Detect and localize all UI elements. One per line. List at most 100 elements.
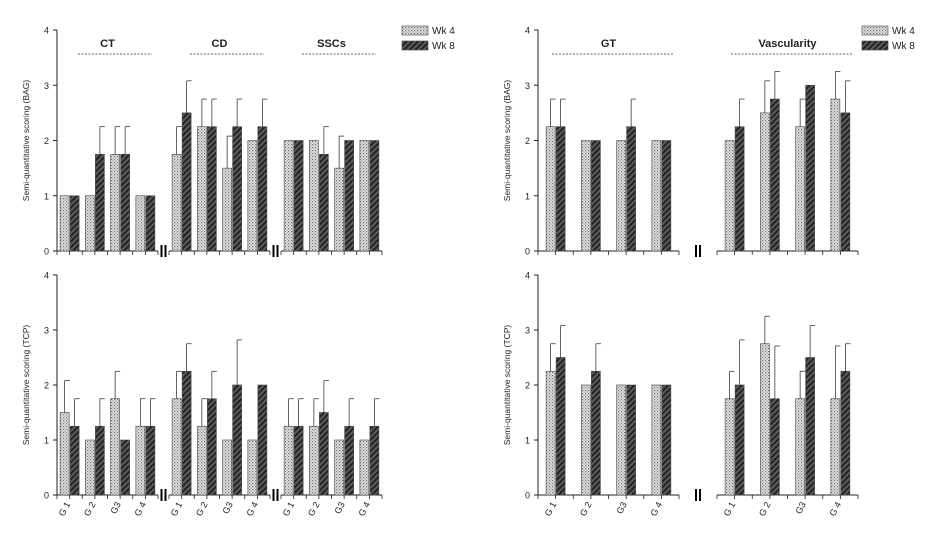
bar-wk8 xyxy=(181,112,192,252)
bar-wk8 xyxy=(770,98,780,252)
x-tick-label: G 4 xyxy=(827,500,843,518)
bar-wk4 xyxy=(795,126,805,252)
group-label: GT xyxy=(601,38,617,50)
bar-wk8 xyxy=(232,126,242,252)
x-tick-label: G 4 xyxy=(244,500,260,518)
bar-wk8 xyxy=(95,154,105,252)
group-label: CD xyxy=(212,38,228,50)
bar-wk8 xyxy=(734,126,745,252)
y-tick-label: 3 xyxy=(525,326,530,336)
bar-wk4 xyxy=(110,398,120,496)
legend-label: Wk 8 xyxy=(432,41,455,52)
bar-wk8 xyxy=(661,140,672,252)
bar-wk8 xyxy=(840,370,851,496)
x-tick-label: G3 xyxy=(220,500,234,515)
y-axis-label: Semi-quantitative scoring (BAG) xyxy=(21,80,31,202)
group-label: Vascularity xyxy=(758,38,817,50)
x-tick-label: G 2 xyxy=(578,500,594,518)
bar-wk4 xyxy=(724,140,735,252)
bar-wk8 xyxy=(770,398,780,496)
x-tick-label: G 4 xyxy=(356,500,372,518)
x-tick-label: G3 xyxy=(332,500,346,515)
bar-wk8 xyxy=(319,412,329,496)
y-tick-label: 1 xyxy=(44,436,49,446)
bar-wk4 xyxy=(247,140,258,252)
bar-wk4 xyxy=(309,140,319,252)
chart-panel-1: 0 1 2 3 4 Semi-quantitative scoring (BAG) CT CD… xyxy=(21,25,455,257)
x-tick-label: G 2 xyxy=(757,500,773,518)
bar-wk4 xyxy=(616,140,626,252)
bar-wk8 xyxy=(120,439,130,496)
legend-swatch xyxy=(401,25,429,36)
y-tick-label: 2 xyxy=(525,136,530,146)
x-tick-label: G 1 xyxy=(543,500,559,518)
bar-wk8 xyxy=(293,140,304,252)
bar-wk4 xyxy=(59,195,70,252)
bar-wk4 xyxy=(135,195,146,252)
chart-panel-3: 0 1 2 3 4 Semi-quantitative scoring (TCP) G 1 G… xyxy=(21,271,383,518)
bar-wk8 xyxy=(369,140,380,252)
legend-swatch xyxy=(861,25,889,36)
legend-swatch xyxy=(401,40,429,51)
x-tick-label: G 1 xyxy=(722,500,738,518)
bar-wk4 xyxy=(222,439,232,496)
legend-label: Wk 8 xyxy=(892,41,915,52)
bar-wk4 xyxy=(830,98,841,252)
y-tick-label: 4 xyxy=(44,271,49,281)
x-tick-label: G 2 xyxy=(306,500,322,518)
bar-wk8 xyxy=(626,126,636,252)
bar-wk4 xyxy=(760,112,770,252)
bar-wk4 xyxy=(581,140,591,252)
bar-wk4 xyxy=(222,167,232,252)
y-tick-label: 3 xyxy=(44,81,49,91)
y-tick-label: 1 xyxy=(44,191,49,201)
bar-wk4 xyxy=(247,439,258,496)
bar-wk4 xyxy=(171,398,182,496)
x-tick-label: G 1 xyxy=(169,500,185,518)
y-axis-label: Semi-quantitative scoring (BAG) xyxy=(502,80,512,202)
y-tick-label: 2 xyxy=(44,381,49,391)
x-tick-label: G 2 xyxy=(194,500,210,518)
bar-wk8 xyxy=(626,384,636,496)
legend-label: Wk 4 xyxy=(892,26,915,37)
bar-wk4 xyxy=(830,398,841,496)
chart-panel-2: 0 1 2 3 4 Semi-quantitative scoring (BAG) GT Va… xyxy=(502,25,915,257)
bar-wk4 xyxy=(283,425,294,496)
bar-wk8 xyxy=(257,384,268,496)
y-tick-label: 1 xyxy=(525,191,530,201)
y-tick-label: 0 xyxy=(44,491,49,501)
x-tick-label: G 4 xyxy=(648,500,664,518)
x-tick-label: G 4 xyxy=(132,500,148,518)
bar-wk4 xyxy=(197,425,207,496)
bar-wk8 xyxy=(207,398,217,496)
bar-wk4 xyxy=(651,384,662,496)
y-tick-label: 2 xyxy=(525,381,530,391)
x-tick-label: G3 xyxy=(614,500,628,515)
bar-wk4 xyxy=(795,398,805,496)
bar-wk8 xyxy=(120,154,130,252)
bar-wk8 xyxy=(369,425,380,496)
bar-wk8 xyxy=(805,357,815,496)
bar-wk8 xyxy=(344,140,354,252)
bar-wk4 xyxy=(309,425,319,496)
y-tick-label: 2 xyxy=(44,136,49,146)
bar-wk8 xyxy=(555,126,566,252)
y-tick-label: 4 xyxy=(525,26,530,36)
bar-wk4 xyxy=(545,370,556,496)
x-tick-label: G 2 xyxy=(82,500,98,518)
x-tick-label: G 1 xyxy=(281,500,297,518)
legend-swatch xyxy=(861,40,889,51)
bar-wk8 xyxy=(69,195,80,252)
bar-wk4 xyxy=(651,140,662,252)
y-tick-label: 0 xyxy=(525,247,530,257)
y-axis-label: Semi-quantitative scoring (TCP) xyxy=(502,325,512,446)
y-tick-label: 0 xyxy=(525,491,530,501)
bar-wk4 xyxy=(359,439,370,496)
bar-wk8 xyxy=(805,84,815,252)
group-label: SSCs xyxy=(317,38,346,50)
bar-wk4 xyxy=(171,154,182,252)
bar-wk8 xyxy=(95,425,105,496)
bar-wk8 xyxy=(555,357,566,496)
legend: Wk 4 Wk 8 xyxy=(861,25,915,52)
